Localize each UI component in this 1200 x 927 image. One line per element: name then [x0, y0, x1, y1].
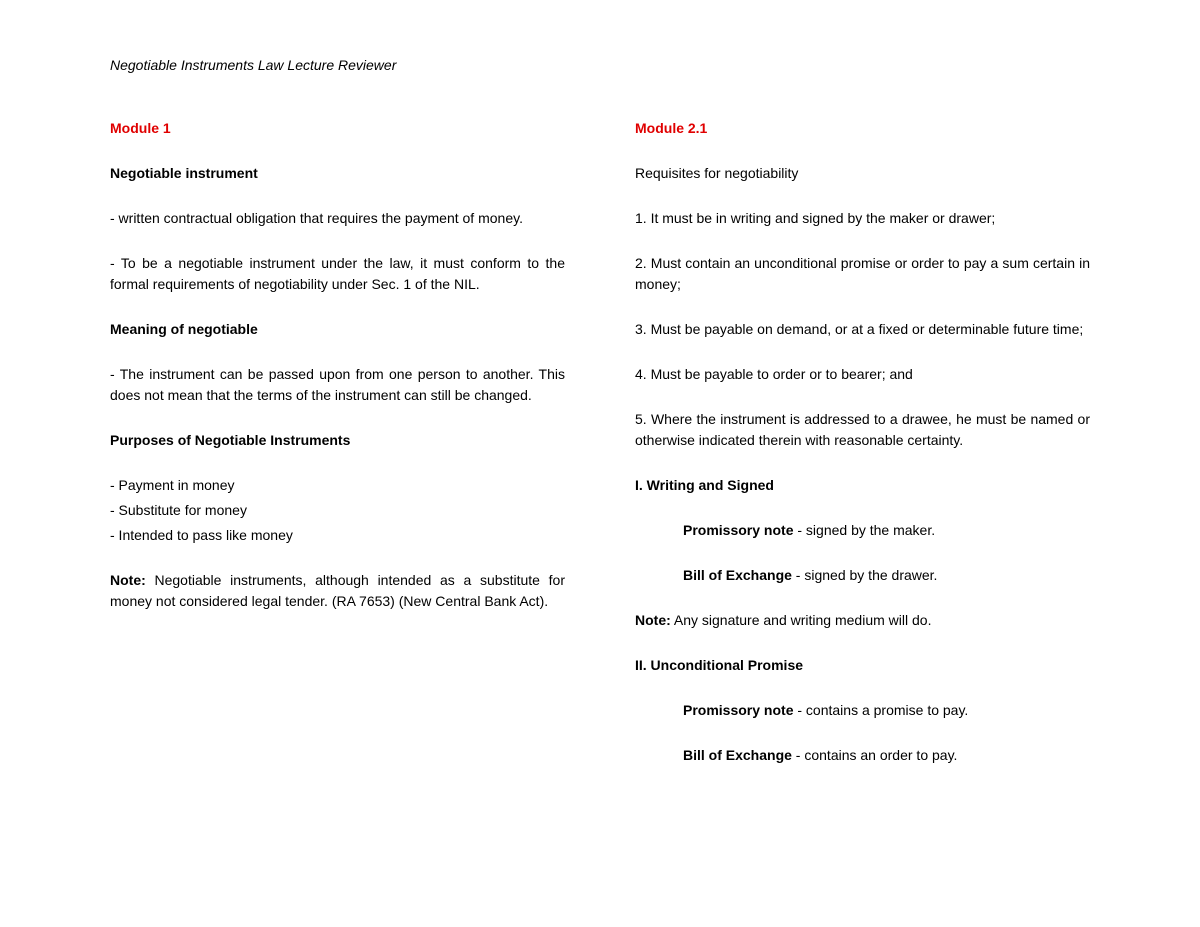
indented-definition: Bill of Exchange - contains an order to … [635, 745, 1090, 766]
list-item: - Payment in money [110, 475, 565, 496]
paragraph: - written contractual obligation that re… [110, 208, 565, 229]
term-text: - signed by the drawer. [792, 567, 938, 583]
note-label: Note: [635, 612, 671, 628]
indented-definition: Promissory note - signed by the maker. [635, 520, 1090, 541]
note-paragraph: Note: Negotiable instruments, although i… [110, 570, 565, 612]
section-heading: I. Writing and Signed [635, 475, 1090, 496]
columns-container: Module 1 Negotiable instrument - written… [110, 118, 1090, 790]
requisite-item: 1. It must be in writing and signed by t… [635, 208, 1090, 229]
module-heading: Module 1 [110, 118, 565, 139]
section-heading: Purposes of Negotiable Instruments [110, 430, 565, 451]
term-label: Bill of Exchange [683, 567, 792, 583]
term-label: Promissory note [683, 702, 793, 718]
paragraph: - To be a negotiable instrument under th… [110, 253, 565, 295]
term-text: - contains a promise to pay. [793, 702, 968, 718]
term-text: - signed by the maker. [793, 522, 935, 538]
requisite-item: 3. Must be payable on demand, or at a fi… [635, 319, 1090, 340]
column-left: Module 1 Negotiable instrument - written… [110, 118, 565, 790]
section-heading: Meaning of negotiable [110, 319, 565, 340]
term-label: Bill of Exchange [683, 747, 792, 763]
column-right: Module 2.1 Requisites for negotiability … [635, 118, 1090, 790]
requisite-item: 2. Must contain an unconditional promise… [635, 253, 1090, 295]
section-heading: Negotiable instrument [110, 163, 565, 184]
section-heading: II. Unconditional Promise [635, 655, 1090, 676]
list-item: - Substitute for money [110, 500, 565, 521]
note-text: Negotiable instruments, although intende… [110, 572, 565, 609]
list-item: - Intended to pass like money [110, 525, 565, 546]
term-label: Promissory note [683, 522, 793, 538]
paragraph: - The instrument can be passed upon from… [110, 364, 565, 406]
module-heading: Module 2.1 [635, 118, 1090, 139]
requisite-item: 4. Must be payable to order or to bearer… [635, 364, 1090, 385]
indented-definition: Promissory note - contains a promise to … [635, 700, 1090, 721]
section-subtitle: Requisites for negotiability [635, 163, 1090, 184]
note-paragraph: Note: Any signature and writing medium w… [635, 610, 1090, 631]
list-group: - Payment in money - Substitute for mone… [110, 475, 565, 546]
document-title: Negotiable Instruments Law Lecture Revie… [110, 55, 1090, 76]
indented-definition: Bill of Exchange - signed by the drawer. [635, 565, 1090, 586]
note-label: Note: [110, 572, 146, 588]
requisite-item: 5. Where the instrument is addressed to … [635, 409, 1090, 451]
term-text: - contains an order to pay. [792, 747, 958, 763]
note-text: Any signature and writing medium will do… [671, 612, 932, 628]
